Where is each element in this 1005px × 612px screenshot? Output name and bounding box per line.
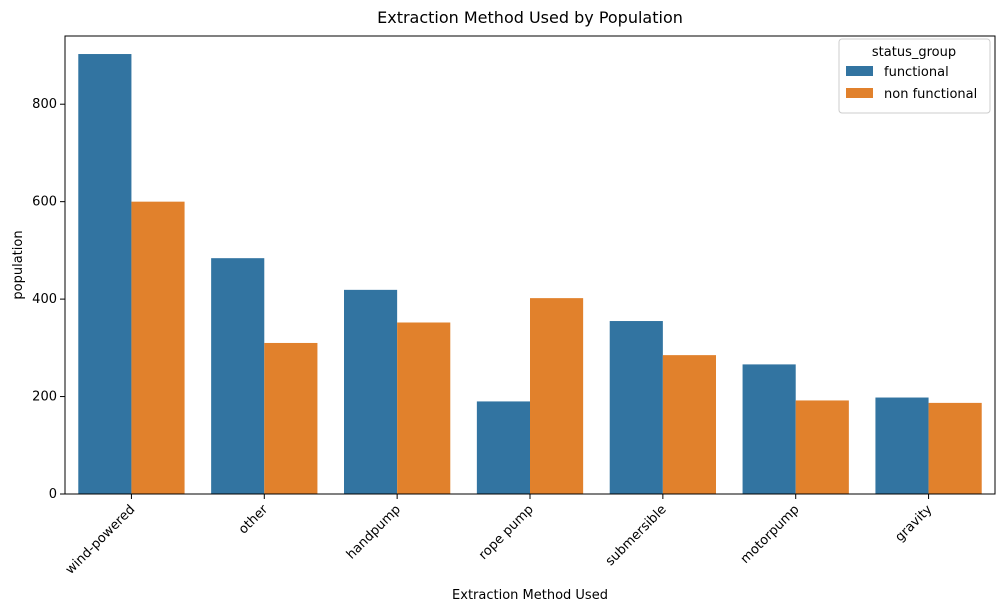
bar-non-functional-other (264, 342, 318, 494)
x-axis-label: Extraction Method Used (452, 588, 608, 603)
y-axis-label: population (11, 230, 26, 299)
bar-non-functional-submersible (662, 355, 716, 494)
bar-non-functional-gravity (928, 402, 982, 494)
legend-label: functional (884, 65, 949, 80)
legend: status_group functional non functional (838, 38, 991, 114)
bars (78, 54, 982, 495)
y-tick-label: 0 (49, 487, 57, 502)
bar-functional-motorpump (742, 364, 796, 494)
x-tick-label: handpump (344, 502, 404, 562)
bar-non-functional-wind-powered (131, 201, 185, 494)
bar-functional-handpump (344, 289, 398, 494)
y-tick-label: 600 (32, 195, 57, 210)
x-axis: wind-powered other handpump rope pump submer… (63, 494, 936, 578)
x-tick-label: motorpump (738, 502, 803, 567)
legend-label: non functional (884, 87, 977, 102)
y-tick-label: 800 (32, 97, 57, 112)
bar-non-functional-motorpump (795, 400, 849, 494)
legend-box (838, 38, 991, 114)
bar-functional-wind-powered (78, 54, 132, 495)
plot-frame (64, 35, 996, 495)
bar-non-functional-handpump (397, 322, 451, 494)
bar-functional-submersible (609, 321, 663, 494)
bar-non-functional-rope-pump (530, 298, 584, 494)
chart-title: Extraction Method Used by Population (377, 8, 683, 27)
bar-functional-other (211, 258, 265, 494)
x-tick-label: gravity (892, 502, 935, 545)
y-tick-label: 200 (32, 390, 57, 405)
bar-functional-gravity (875, 397, 929, 494)
bar-functional-rope-pump (476, 401, 530, 494)
x-tick-label: other (236, 502, 272, 538)
legend-swatch (846, 88, 873, 98)
legend-title: status_group (872, 45, 956, 60)
y-tick-label: 400 (32, 292, 57, 307)
x-tick-label: submersible (603, 502, 670, 569)
y-axis: 0 200 400 600 800 (32, 97, 65, 502)
legend-swatch (846, 66, 873, 76)
x-tick-label: rope pump (476, 502, 537, 563)
x-tick-label: wind-powered (63, 502, 138, 577)
